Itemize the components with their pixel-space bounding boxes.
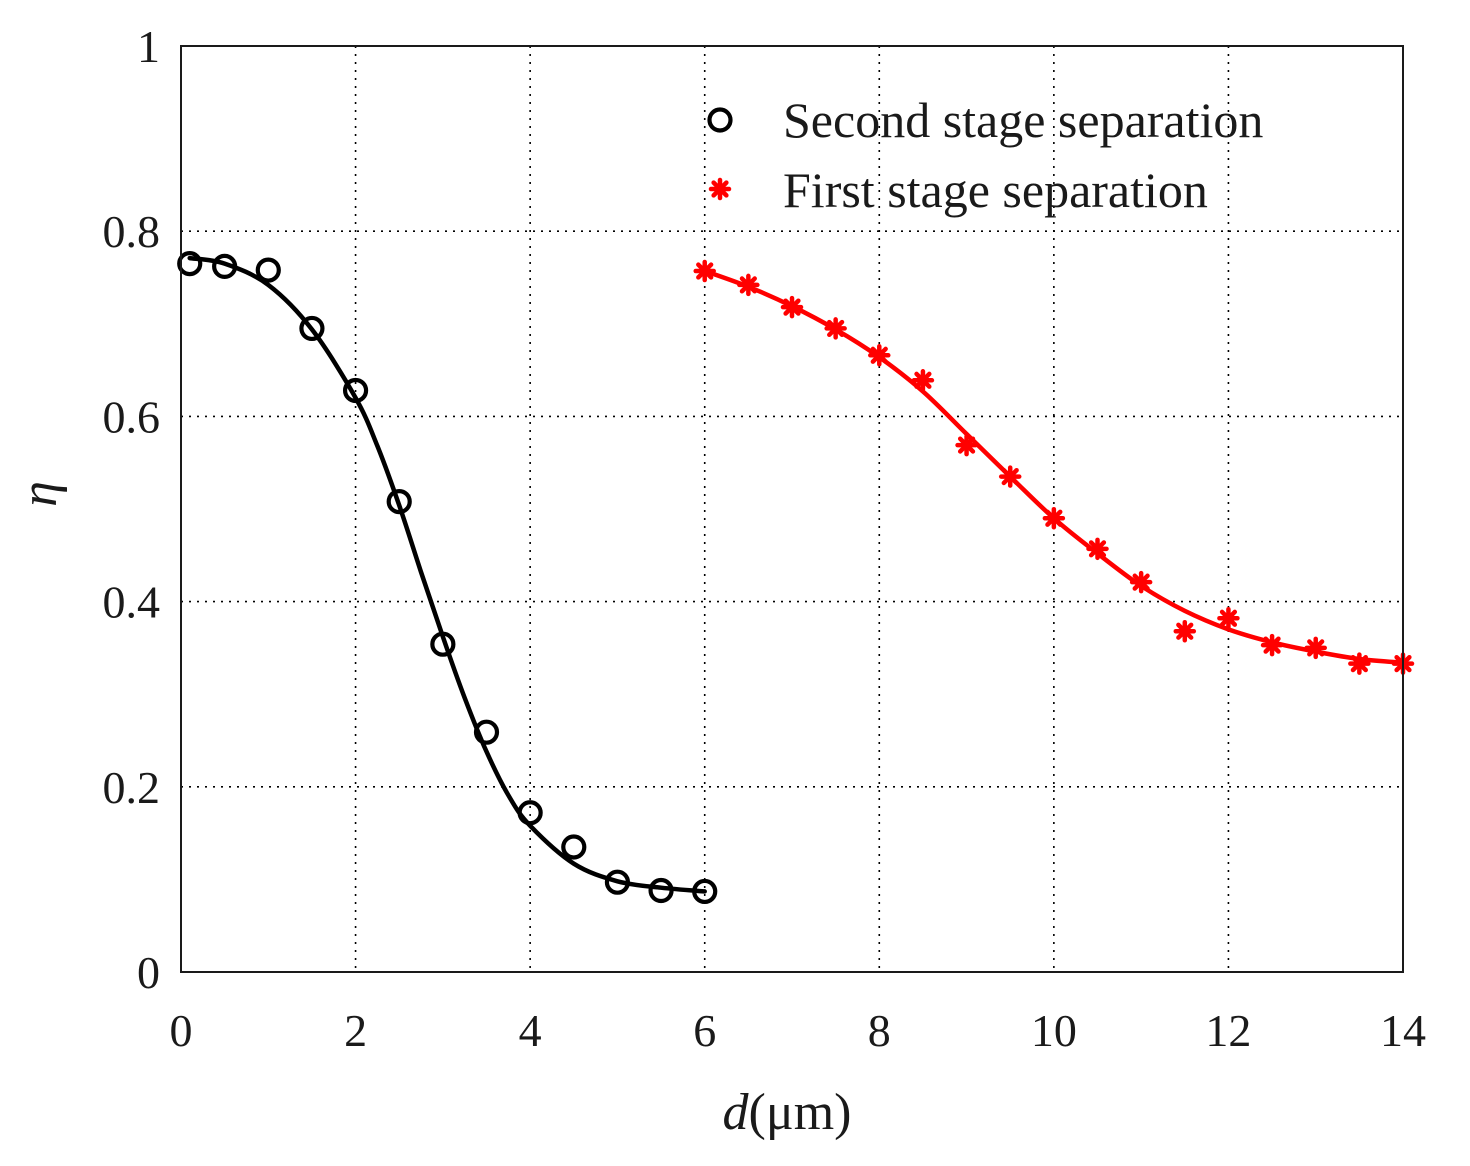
point-second-stage bbox=[299, 315, 325, 342]
fit-curves bbox=[187, 255, 1406, 894]
y-tick-label: 0 bbox=[137, 947, 160, 998]
point-first-stage bbox=[1217, 607, 1240, 630]
point-first-stage bbox=[693, 259, 716, 283]
point-second-stage bbox=[342, 377, 369, 404]
x-tick-label: 6 bbox=[693, 1005, 716, 1056]
point-second-stage bbox=[177, 251, 203, 277]
x-tick-labels: 0 2 4 6 8 10 12 14 bbox=[170, 1005, 1427, 1056]
x-tick-label: 14 bbox=[1380, 1005, 1426, 1056]
y-axis-title: η bbox=[11, 481, 68, 507]
legend-marker-second-stage bbox=[707, 107, 733, 133]
point-first-stage bbox=[1348, 652, 1371, 675]
point-first-stage bbox=[868, 344, 891, 367]
point-second-stage bbox=[386, 488, 412, 515]
legend-swatch-first-stage bbox=[708, 177, 732, 201]
point-first-stage bbox=[780, 295, 804, 319]
x-axis-variable: d bbox=[723, 1084, 750, 1141]
point-second-stage bbox=[648, 877, 674, 904]
legend-swatch-second-stage bbox=[707, 107, 733, 133]
y-tick-label: 0.2 bbox=[103, 762, 161, 813]
y-tick-labels: 0 0.2 0.4 0.6 0.8 1 bbox=[103, 21, 161, 998]
point-first-stage bbox=[737, 273, 760, 297]
x-tick-label: 8 bbox=[868, 1005, 891, 1056]
x-tick-label: 12 bbox=[1205, 1005, 1251, 1056]
point-second-stage bbox=[255, 257, 281, 283]
point-first-stage bbox=[955, 433, 978, 457]
point-second-stage bbox=[430, 631, 456, 657]
fit-curve-second-stage bbox=[187, 255, 707, 894]
point-first-stage bbox=[1086, 537, 1109, 561]
point-first-stage bbox=[1042, 507, 1066, 530]
point-first-stage bbox=[1129, 570, 1153, 594]
x-tick-label: 10 bbox=[1031, 1005, 1077, 1056]
plot-frame bbox=[180, 45, 1404, 973]
y-tick-label: 0.6 bbox=[103, 391, 161, 442]
point-first-stage bbox=[1260, 633, 1284, 657]
x-axis-title: d(μm) bbox=[723, 1084, 852, 1141]
legend-label-first-stage: First stage separation bbox=[783, 162, 1208, 218]
x-tick-label: 0 bbox=[170, 1005, 193, 1056]
fit-curve-first-stage bbox=[702, 268, 1406, 665]
data-markers bbox=[177, 251, 1415, 905]
point-first-stage bbox=[1173, 619, 1197, 643]
x-tick-label: 2 bbox=[344, 1005, 367, 1056]
point-second-stage bbox=[561, 834, 587, 860]
x-axis-unit: (μm) bbox=[749, 1084, 852, 1141]
y-tick-label: 0.8 bbox=[103, 206, 161, 257]
legend-marker-first-stage bbox=[708, 177, 732, 201]
point-second-stage bbox=[692, 878, 718, 905]
point-second-stage bbox=[212, 253, 238, 279]
point-first-stage bbox=[824, 317, 847, 340]
y-tick-label: 1 bbox=[137, 21, 160, 72]
point-first-stage bbox=[998, 465, 1022, 488]
point-second-stage bbox=[473, 719, 500, 745]
point-second-stage bbox=[517, 800, 543, 826]
y-tick-label: 0.4 bbox=[103, 577, 161, 628]
legend: Second stage separation First stage sepa… bbox=[707, 92, 1263, 218]
point-first-stage bbox=[1304, 636, 1327, 660]
point-first-stage bbox=[911, 369, 935, 392]
legend-label-second-stage: Second stage separation bbox=[783, 92, 1263, 148]
point-second-stage bbox=[604, 869, 631, 895]
x-tick-label: 4 bbox=[519, 1005, 542, 1056]
